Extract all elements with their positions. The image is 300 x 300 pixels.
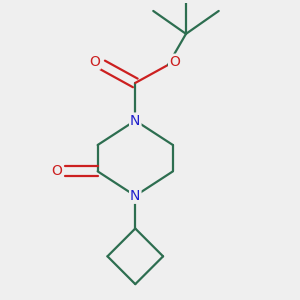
Text: O: O (51, 164, 62, 178)
Text: N: N (130, 114, 140, 128)
Text: O: O (89, 55, 100, 69)
Text: N: N (130, 189, 140, 203)
Text: O: O (169, 55, 180, 69)
